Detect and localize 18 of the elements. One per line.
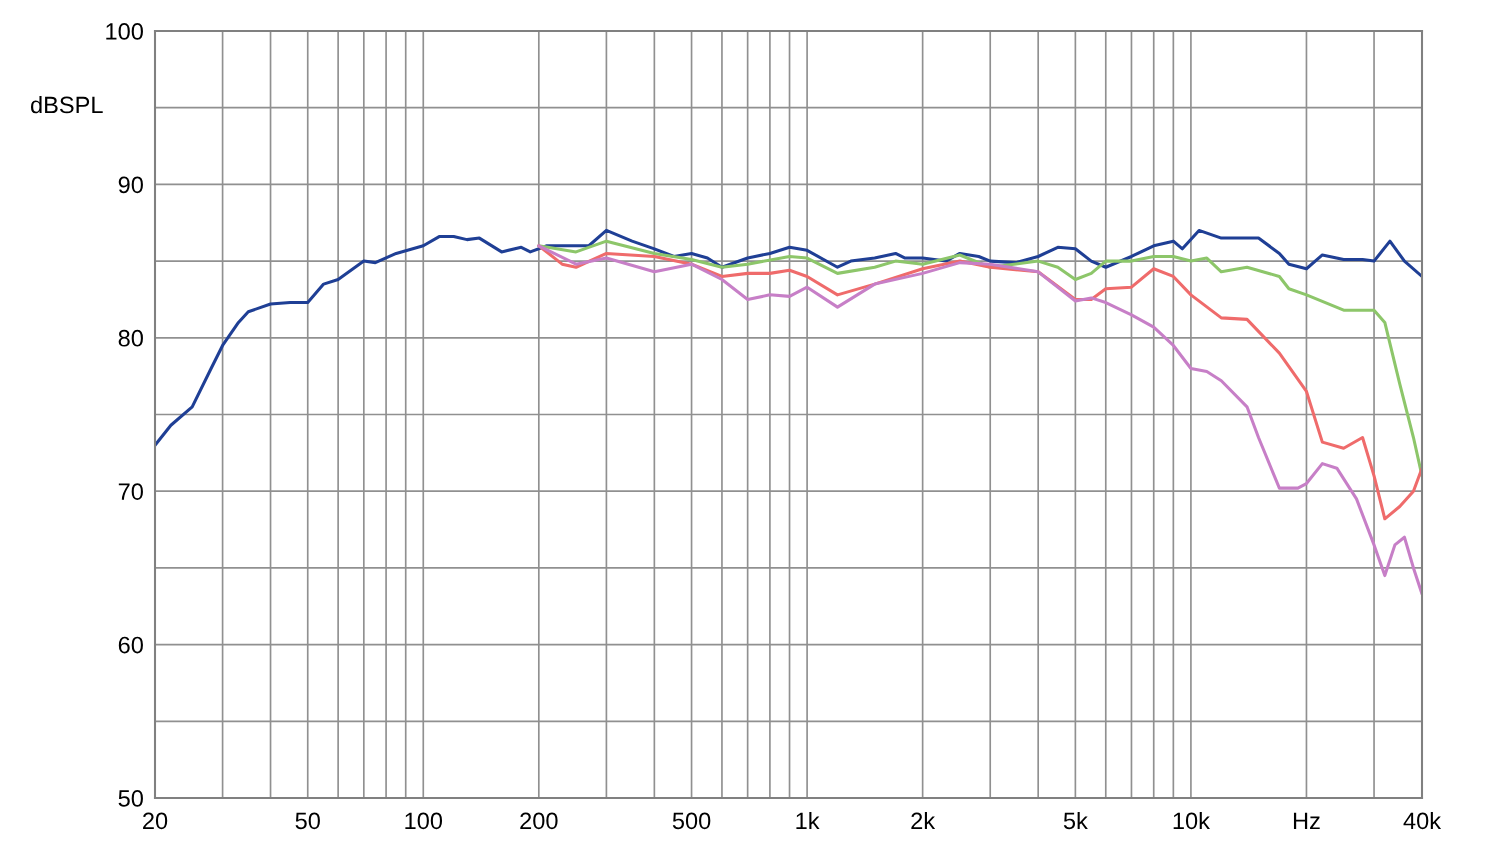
x-tick-label: 10k [1173,811,1210,830]
x-tick-label: Hz [1293,812,1320,829]
y-tick-label: 60 [118,636,143,654]
x-tick-label: 5k [1063,811,1088,830]
x-tick-label: 20 [143,812,168,830]
x-tick-label: 50 [295,812,320,830]
y-axis-title: dBSPL [30,96,103,114]
x-tick-label: 100 [405,812,443,830]
y-tick-label: 100 [106,23,143,40]
x-tick-label: 500 [672,812,711,830]
y-tick-label: 70 [118,483,143,500]
x-tick-label: 1k [796,811,820,829]
y-tick-label: 80 [118,329,143,347]
x-tick-label: 40k [1403,811,1442,830]
x-tick-label: 2k [911,811,936,829]
y-tick-label: 50 [118,790,143,807]
y-tick-label: 90 [118,176,143,194]
x-tick-label: 200 [520,812,558,830]
